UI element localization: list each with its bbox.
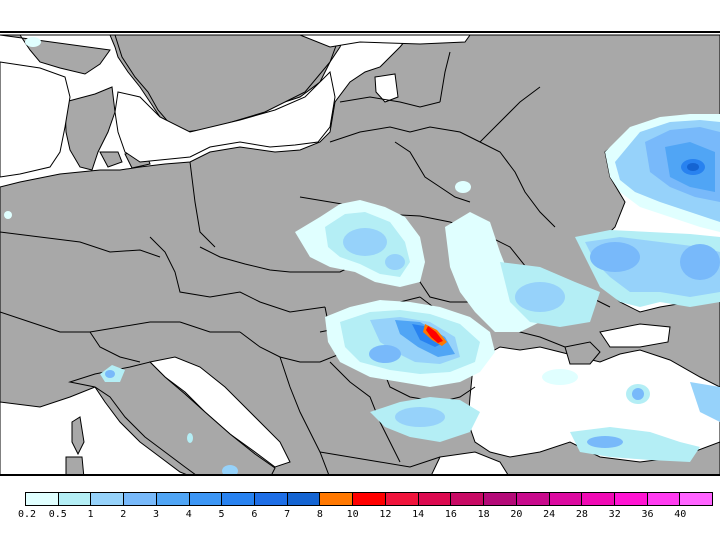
legend-tick-label: 12 [379,509,392,520]
legend-swatch [385,493,419,505]
legend-tick-label: 0.2 [17,509,37,520]
legend-tick-label: 1 [87,509,94,520]
legend-tick-label: 7 [284,509,291,520]
legend-swatch [680,493,713,505]
legend-tick-label: 14 [412,509,425,520]
legend-tick-label: 0.5 [48,509,67,520]
precipitation [4,37,720,474]
legend-tick-label: 36 [641,509,654,520]
legend-tick-label: 4 [185,509,192,520]
legend-swatch [647,493,681,505]
legend-swatch [516,493,550,505]
legend-swatch [582,493,615,505]
legend-swatch [418,493,452,505]
legend-swatch [58,493,92,505]
legend-tick-label: 16 [444,509,457,520]
legend-swatch [124,493,157,505]
color-scale-legend [25,492,713,506]
legend-swatch [91,493,125,505]
legend-swatch [156,493,190,505]
legend-tick-label: 24 [543,509,556,520]
legend-swatch [222,493,256,505]
legend-swatch [614,493,648,505]
legend-swatch [255,493,288,505]
legend-tick-label: 28 [575,509,588,520]
legend-tick-label: 40 [674,509,687,520]
legend-tick-label: 5 [218,509,225,520]
map-canvas [0,34,720,474]
seas [0,34,720,474]
legend-tick-label: 32 [608,509,621,520]
legend-tick-label: 8 [316,509,323,520]
legend-swatch [353,493,386,505]
legend-swatch [320,493,354,505]
legend-swatch [287,493,321,505]
legend-tick-label: 2 [120,509,127,520]
legend-tick-labels: 0.2 0.5 1 2 3 4 5 6 7 8 10 12 14 16 18 20 24 28 32 36 40 [18,509,713,523]
legend-swatch [189,493,223,505]
legend-tick-label: 20 [510,509,523,520]
legend-swatch [484,493,517,505]
legend-tick-label: 6 [251,509,258,520]
legend-swatch [451,493,485,505]
legend-tick-label: 3 [153,509,160,520]
legend-swatch [26,493,59,505]
precipitation-map [0,31,720,476]
legend-tick-label: 10 [346,509,359,520]
legend-tick-label: 18 [477,509,490,520]
legend-swatch [549,493,583,505]
